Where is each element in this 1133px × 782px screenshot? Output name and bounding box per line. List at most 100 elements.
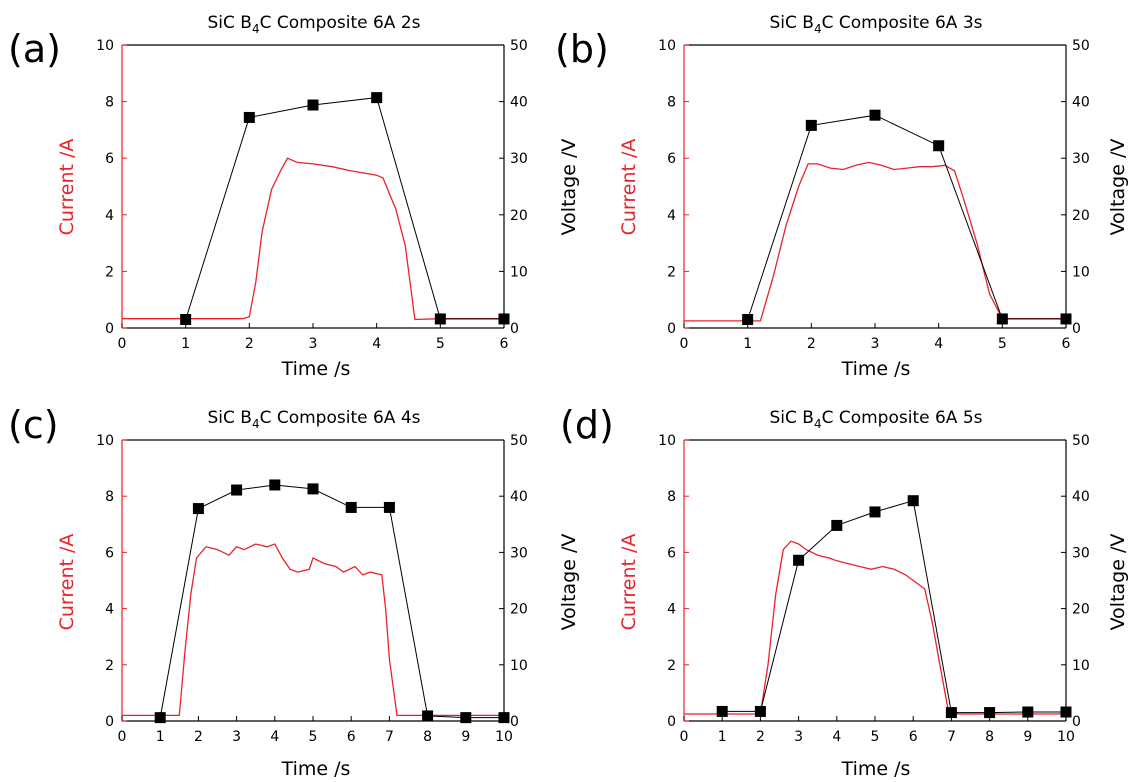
y-left-axis-label: Current /A: [56, 534, 78, 631]
y-right-tick-label: 40: [1072, 489, 1090, 505]
y-right-tick-label: 20: [1072, 208, 1090, 224]
x-tick-label: 4: [270, 729, 279, 745]
y-left-tick-label: 8: [105, 95, 114, 111]
x-tick-label: 1: [181, 336, 190, 352]
voltage-point: [460, 712, 472, 724]
y-right-axis-label: Voltage /V: [558, 534, 580, 631]
x-tick-label: 6: [1062, 336, 1071, 352]
y-left-tick-label: 4: [105, 208, 114, 224]
x-tick-label: 2: [756, 729, 765, 745]
y-right-tick-label: 50: [1072, 38, 1090, 54]
x-tick-label: 4: [372, 336, 381, 352]
current-series-line: [122, 157, 504, 321]
y-left-tick-label: 6: [667, 151, 676, 167]
y-left-tick-label: 10: [96, 433, 114, 449]
x-tick-label: 6: [909, 729, 918, 745]
voltage-point: [307, 483, 319, 495]
voltage-series-line: [159, 484, 504, 719]
y-left-tick-label: 4: [105, 602, 114, 618]
y-right-tick-label: 20: [510, 208, 528, 224]
voltage-point: [869, 109, 881, 121]
chart-panel-a: (a)SiC B4C Composite 6A 2s0 1 2 3 4 5 60246810…: [8, 13, 580, 380]
y-right-tick-label: 40: [510, 95, 528, 111]
x-tick-label: 3: [309, 336, 318, 352]
voltage-point: [996, 313, 1008, 325]
x-tick-label: 1: [743, 336, 752, 352]
x-tick-label: 5: [998, 336, 1007, 352]
chart-title: SiC B4C Composite 6A 3s: [769, 13, 982, 36]
voltage-point: [345, 501, 357, 513]
panel-label: (d): [560, 403, 614, 447]
voltage-point: [716, 705, 728, 717]
voltage-point: [192, 503, 204, 515]
chart-title: SiC B4C Composite 6A 2s: [207, 13, 420, 36]
y-right-tick-label: 0: [510, 714, 519, 730]
x-tick-label: 4: [832, 729, 841, 745]
x-tick-label: 6: [500, 336, 509, 352]
x-tick-label: 3: [232, 729, 241, 745]
y-right-tick-label: 50: [1072, 433, 1090, 449]
voltage-point: [1022, 706, 1034, 718]
y-right-tick-label: 0: [1072, 321, 1081, 337]
y-right-tick-label: 30: [1072, 151, 1090, 167]
voltage-series-line: [185, 97, 504, 320]
y-right-tick-label: 40: [1072, 95, 1090, 111]
y-right-tick-label: 10: [1072, 658, 1090, 674]
voltage-point: [984, 707, 996, 719]
y-right-tick-label: 50: [510, 433, 528, 449]
voltage-point: [422, 710, 434, 722]
y-left-tick-label: 0: [105, 321, 114, 337]
y-right-axis-label: Voltage /V: [558, 139, 580, 236]
y-right-axis-label: Voltage /V: [1107, 139, 1129, 236]
y-right-tick-label: 40: [510, 489, 528, 505]
y-left-tick-label: 10: [658, 38, 676, 54]
current-series-line: [684, 161, 1066, 322]
y-left-axis-label: Current /A: [56, 139, 78, 236]
x-tick-label: 0: [680, 729, 689, 745]
y-right-axis-label: Voltage /V: [1107, 534, 1129, 631]
x-axis-label: Time /s: [841, 758, 911, 780]
chart-title: SiC B4C Composite 6A 4s: [207, 408, 420, 431]
panel-label: (a): [8, 27, 61, 71]
y-left-tick-label: 0: [667, 321, 676, 337]
voltage-point: [945, 707, 957, 719]
y-right-tick-label: 30: [510, 151, 528, 167]
x-tick-label: 8: [985, 729, 994, 745]
y-left-tick-label: 4: [667, 208, 676, 224]
y-left-tick-label: 8: [667, 489, 676, 505]
voltage-point: [1060, 313, 1072, 325]
voltage-point: [307, 99, 319, 111]
voltage-point: [754, 705, 766, 717]
y-right-tick-label: 20: [510, 602, 528, 618]
y-left-tick-label: 6: [667, 545, 676, 561]
current-series-line: [684, 540, 1066, 715]
voltage-point: [180, 314, 192, 326]
voltage-point: [154, 712, 166, 724]
voltage-point: [869, 506, 881, 518]
x-tick-label: 3: [871, 336, 880, 352]
x-axis-label: Time /s: [281, 358, 351, 380]
y-left-tick-label: 6: [105, 151, 114, 167]
current-series-line: [122, 543, 504, 717]
x-tick-label: 1: [718, 729, 727, 745]
voltage-series-line: [747, 114, 1066, 320]
y-right-tick-label: 50: [510, 38, 528, 54]
voltage-point: [498, 313, 510, 325]
y-left-tick-label: 2: [667, 658, 676, 674]
x-tick-label: 4: [934, 336, 943, 352]
x-tick-label: 5: [871, 729, 880, 745]
y-left-axis-label: Current /A: [618, 534, 640, 631]
x-tick-label: 2: [194, 729, 203, 745]
panel-label: (b): [555, 27, 609, 71]
x-tick-label: 5: [309, 729, 318, 745]
y-left-tick-label: 8: [105, 489, 114, 505]
chart-panel-c: (c) SiC B4C Composite 6A 4s0 1 2 3 4 5 6 7 8 9 1002…: [8, 403, 580, 780]
voltage-point: [805, 119, 817, 131]
chart-panel-b: (b)SiC B4C Composite 6A 3s0 1 2 3 4 5 60246810…: [555, 13, 1129, 380]
y-right-tick-label: 30: [510, 545, 528, 561]
voltage-point: [907, 495, 919, 507]
voltage-point: [269, 479, 281, 491]
y-right-tick-label: 10: [510, 264, 528, 280]
y-right-tick-label: 30: [1072, 545, 1090, 561]
